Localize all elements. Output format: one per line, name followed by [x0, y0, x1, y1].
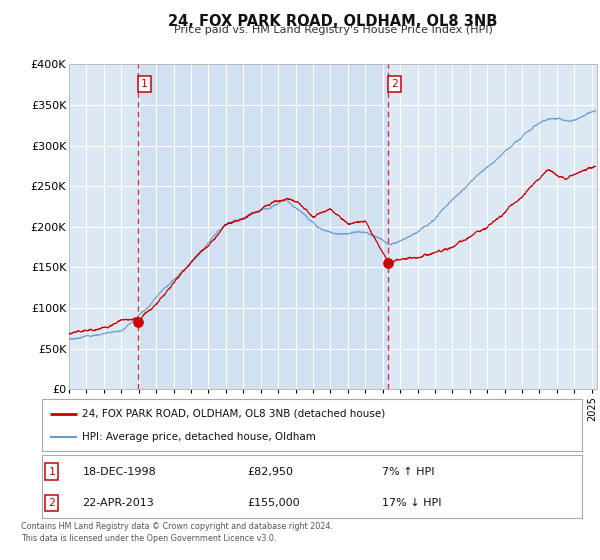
Text: Price paid vs. HM Land Registry's House Price Index (HPI): Price paid vs. HM Land Registry's House … [173, 25, 493, 35]
Bar [138, 64, 388, 389]
Text: Contains HM Land Registry data © Crown copyright and database right 2024.
This d: Contains HM Land Registry data © Crown c… [21, 522, 333, 543]
Text: £82,950: £82,950 [247, 466, 293, 477]
Text: 24, FOX PARK ROAD, OLDHAM, OL8 3NB (detached house): 24, FOX PARK ROAD, OLDHAM, OL8 3NB (deta… [83, 409, 386, 419]
Point [133, 318, 143, 326]
Text: 2: 2 [391, 79, 398, 89]
Text: 22-APR-2013: 22-APR-2013 [83, 498, 154, 508]
Text: HPI: Average price, detached house, Oldham: HPI: Average price, detached house, Oldh… [83, 432, 316, 442]
Text: 1: 1 [141, 79, 148, 89]
Text: 18-DEC-1998: 18-DEC-1998 [83, 466, 156, 477]
Point [383, 259, 393, 268]
Text: 7% ↑ HPI: 7% ↑ HPI [382, 466, 434, 477]
Text: 1: 1 [49, 466, 55, 477]
Text: £155,000: £155,000 [247, 498, 300, 508]
Text: 2: 2 [49, 498, 55, 508]
Text: 17% ↓ HPI: 17% ↓ HPI [382, 498, 442, 508]
Text: 24, FOX PARK ROAD, OLDHAM, OL8 3NB: 24, FOX PARK ROAD, OLDHAM, OL8 3NB [169, 14, 497, 29]
